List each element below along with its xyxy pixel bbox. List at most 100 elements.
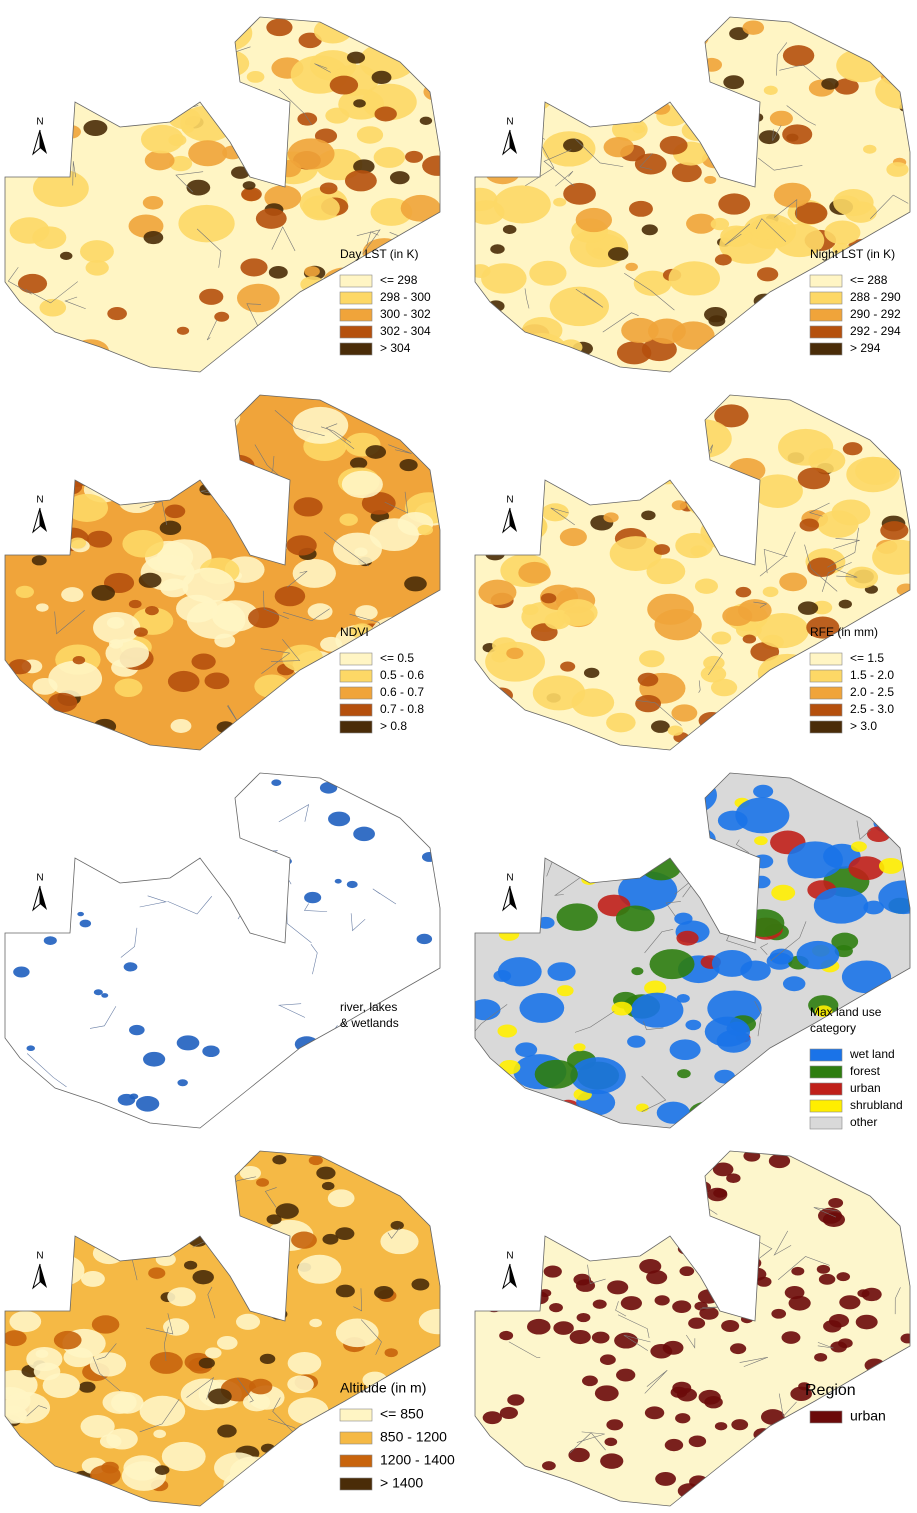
district-boundary	[757, 157, 803, 171]
map-region	[475, 1214, 498, 1231]
country-fill	[5, 17, 440, 372]
map-region	[143, 230, 164, 245]
district-boundary	[324, 532, 369, 567]
map-region	[36, 603, 49, 612]
map-region	[714, 1069, 736, 1084]
map-region	[411, 1278, 430, 1291]
map-region	[515, 1042, 538, 1057]
legend-swatch	[339, 1477, 373, 1491]
map-region	[571, 433, 593, 449]
map-region	[668, 261, 720, 296]
district-boundary	[314, 63, 331, 73]
district-boundary	[698, 680, 701, 693]
legend-label: shrubland	[850, 1098, 903, 1112]
legend-swatch	[809, 308, 843, 322]
map-panel: N Night LST (in K) <= 288 288 - 290 290 - 29…	[474, 16, 911, 373]
map-region	[677, 1242, 696, 1255]
map-region	[42, 119, 66, 135]
district-boundary	[698, 630, 723, 676]
map-region	[490, 833, 529, 859]
map-region	[673, 419, 732, 459]
district-boundary	[833, 568, 858, 578]
map-region	[171, 779, 182, 787]
map-region	[677, 1069, 691, 1079]
map-region	[259, 1353, 276, 1365]
map-region	[863, 900, 884, 915]
map-region	[737, 599, 772, 622]
map-region	[222, 145, 243, 160]
map-region	[29, 1468, 65, 1492]
map-region	[78, 1381, 96, 1393]
map-region	[634, 837, 655, 851]
district-boundary	[350, 913, 366, 932]
map-panel: N Altitude (in m) <= 850 850 - 1200 1200 - 1…	[4, 1150, 455, 1507]
map-region	[416, 933, 433, 945]
map-region	[674, 912, 693, 925]
map-region	[749, 218, 782, 240]
map-region	[353, 826, 375, 842]
map-region	[304, 891, 322, 904]
map-region	[828, 1197, 844, 1208]
map-region	[849, 785, 874, 802]
map-region	[514, 40, 551, 65]
district-boundary	[777, 1256, 830, 1280]
legend-title: RFE (in mm)	[810, 625, 878, 639]
map-region	[630, 992, 684, 1028]
map-region	[677, 1166, 693, 1177]
district-boundary	[35, 1292, 45, 1302]
map-region	[589, 773, 623, 790]
map-region	[642, 1169, 667, 1185]
map-region	[214, 784, 225, 792]
map-region	[93, 989, 103, 996]
north-label: N	[36, 873, 43, 884]
map-region	[41, 1177, 79, 1203]
map-region	[506, 647, 524, 660]
map-region	[409, 21, 436, 40]
map-region	[871, 1445, 896, 1462]
map-region	[681, 1164, 704, 1180]
map-region	[71, 452, 124, 487]
legend-label: 290 - 292	[850, 307, 901, 321]
legend-label: 2.5 - 3.0	[850, 702, 894, 716]
legend-swatch	[339, 1431, 373, 1445]
map-region	[169, 78, 191, 93]
map-region	[816, 1264, 831, 1274]
map-region	[199, 288, 224, 305]
north-arrow-half	[510, 130, 517, 154]
map-region	[13, 966, 30, 978]
map-region	[529, 260, 567, 286]
district-boundary	[555, 170, 574, 187]
map-region	[159, 34, 216, 72]
map-region	[686, 487, 731, 518]
map-region	[727, 905, 750, 921]
map-region	[822, 1212, 846, 1227]
map-region	[821, 78, 839, 90]
district-boundary	[50, 119, 63, 135]
district-boundary	[889, 784, 901, 811]
map-region	[485, 913, 505, 927]
map-region	[5, 1438, 20, 1451]
map-region	[325, 107, 350, 124]
map-region	[756, 1276, 772, 1287]
district-boundary	[773, 1230, 792, 1256]
map-region	[569, 1329, 591, 1345]
map-region	[194, 401, 241, 433]
legend-label: 1200 - 1400	[380, 1452, 455, 1468]
legend-swatch	[809, 1410, 843, 1424]
map-region	[246, 71, 265, 83]
legend-label: <= 288	[850, 273, 888, 287]
map-region	[167, 1287, 196, 1307]
north-arrow-half	[510, 508, 517, 532]
district-boundary	[12, 1452, 42, 1460]
map-region	[190, 446, 213, 461]
map-region	[857, 792, 878, 807]
legend-label: urban	[850, 1081, 881, 1095]
map-region	[757, 653, 818, 694]
map-region	[637, 672, 659, 687]
map-region	[845, 566, 879, 589]
district-boundary	[641, 1075, 667, 1112]
map-region	[105, 638, 150, 668]
map-region	[15, 585, 34, 598]
map-region	[497, 792, 519, 807]
map-region	[774, 223, 825, 258]
